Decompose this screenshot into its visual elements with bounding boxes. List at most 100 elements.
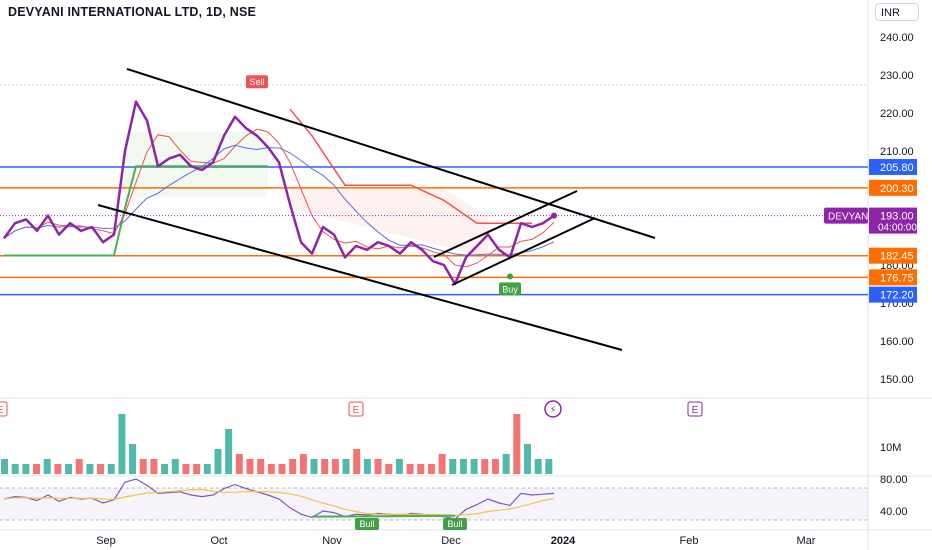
volume-bar [470,459,478,474]
channel-lower-line [97,204,623,351]
volume-bar [1,459,8,474]
price-line [2,100,555,286]
rsi-pane: Bull Bull 80.00 40.00 [0,474,908,530]
volume-bar [225,429,233,474]
volume-bar [374,459,382,474]
volume-bar [246,459,254,474]
volume-bar [502,454,510,474]
volume-bar [342,459,350,474]
volume-bar [406,464,414,474]
last-price-dot [551,212,557,219]
level-label: 172.20 [880,290,914,302]
signal-label: Buy [502,284,518,294]
rsi-ma-line [3,488,555,516]
price-tick-label: 230.00 [880,70,914,82]
volume-bar [438,454,446,474]
volume-bar [513,414,521,474]
price-pane: Sell Buy E E ⚡ E [0,68,868,418]
time-tick-label: Oct [210,535,227,547]
volume-bar [118,414,126,474]
volume-bar [449,459,457,474]
volume-bar [86,464,94,474]
signal-label: Sell [249,77,264,87]
rsi-line [3,478,555,520]
volume-bar [107,464,115,474]
volume-bar [417,464,425,474]
time-tick-label: Dec [441,535,461,547]
price-tick-label: 240.00 [880,32,914,44]
volume-bar [331,459,339,474]
price-tick-label: 210.00 [880,146,914,158]
volume-bar [235,454,243,474]
earnings-event-icon [348,401,364,417]
volume-bar [54,464,62,474]
volume-tick-label: 10M [880,442,901,454]
symbol-badge [824,207,868,224]
level-label: 176.75 [880,272,914,284]
level-badge [869,158,917,175]
volume-pane: 10M [1,414,901,474]
rising-channel-lower [451,217,596,286]
volume-bar [65,464,73,474]
time-tick-label: Mar [797,535,816,547]
buy-point [507,273,513,280]
volume-bar [491,459,499,474]
bull-label: Bull [447,519,462,529]
bull-signal [355,518,379,530]
current-price-label: 193.00 [880,211,914,223]
volume-bar [43,459,51,474]
price-tick-label: 150.00 [880,374,914,386]
volume-bar [363,459,371,474]
event-marker-label: E [692,405,699,416]
volume-bar [427,464,435,474]
level-label: 205.80 [880,162,914,174]
buy-signal [499,282,521,296]
volume-bar [33,464,41,474]
symbol-label: DEVYANI [828,212,871,223]
price-tick-label: 160.00 [880,336,914,348]
volume-bar [257,459,265,474]
level-badge [869,269,917,286]
volume-bar [75,459,83,474]
price-axis: 240.00230.00220.00210.00180.00170.00160.… [824,32,917,386]
channel-upper-line [126,68,656,239]
earnings-event-icon [0,401,8,417]
time-tick-label: Feb [680,535,699,547]
event-marker-label: ⚡ [549,405,556,416]
countdown-label: 04:00:00 [878,223,917,234]
price-tick-label: 220.00 [880,108,914,120]
volume-bar [214,449,222,474]
slow-ma [3,144,555,256]
volume-bar [310,459,318,474]
volume-bar [289,459,297,474]
volume-bar [459,459,467,474]
rsi-tick-label: 80.00 [880,474,908,486]
volume-bar [353,449,361,474]
volume-bar [481,459,489,474]
dividend-event-icon [544,400,562,418]
level-label: 200.30 [880,183,914,195]
volume-bar [171,459,179,474]
volume-bar [203,464,211,474]
bear-cloud [290,189,488,258]
bull-signal [443,518,467,530]
event-marker-label: E [353,405,360,416]
sell-signal [246,75,268,89]
volume-bar [523,444,531,474]
volume-bar [150,459,158,474]
time-tick-label: 2024 [551,535,576,547]
volume-bar [11,464,19,474]
level-label: 182.45 [880,251,914,263]
volume-bar [299,454,307,474]
rsi-tick-label: 40.00 [880,506,908,518]
currency-selector[interactable]: INR [875,3,919,21]
time-tick-label: Nov [322,535,342,547]
volume-bar [97,464,105,474]
rising-channel-upper [433,190,578,258]
volume-bar [139,459,147,474]
bull-divergence-line [311,514,456,518]
supertrend-bull [4,165,268,257]
volume-bar [321,459,329,474]
current-price-badge [869,207,917,234]
